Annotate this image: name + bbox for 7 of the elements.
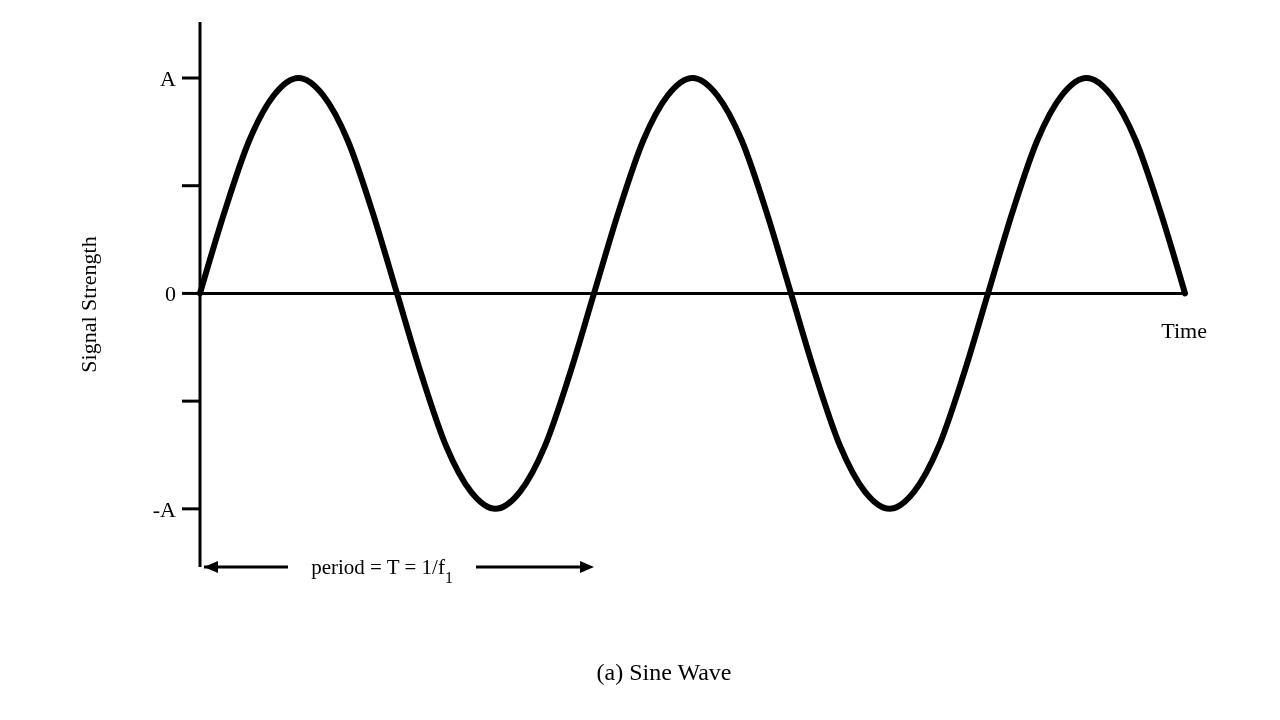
y-axis-title: Signal Strength (76, 236, 101, 373)
text: period = T = 1/f$_{1}$ (311, 555, 453, 586)
text: A (160, 65, 177, 91)
text: -A (152, 496, 177, 522)
x-axis-title: Time (1161, 318, 1207, 344)
text: (a) Sine Wave (596, 659, 732, 685)
text: 0 (165, 281, 176, 307)
